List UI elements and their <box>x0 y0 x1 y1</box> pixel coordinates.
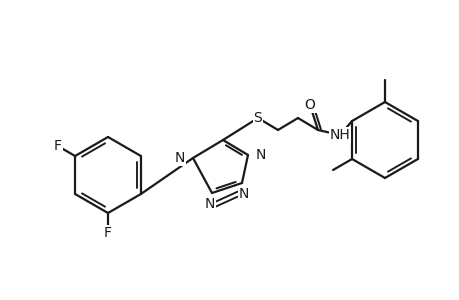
Text: N: N <box>238 187 249 201</box>
Text: F: F <box>104 226 112 240</box>
Text: N: N <box>204 197 215 211</box>
Text: O: O <box>304 98 315 112</box>
Text: N: N <box>174 151 185 165</box>
Text: N: N <box>256 148 266 162</box>
Text: S: S <box>253 111 262 125</box>
Text: NH: NH <box>329 128 350 142</box>
Text: F: F <box>54 139 62 153</box>
